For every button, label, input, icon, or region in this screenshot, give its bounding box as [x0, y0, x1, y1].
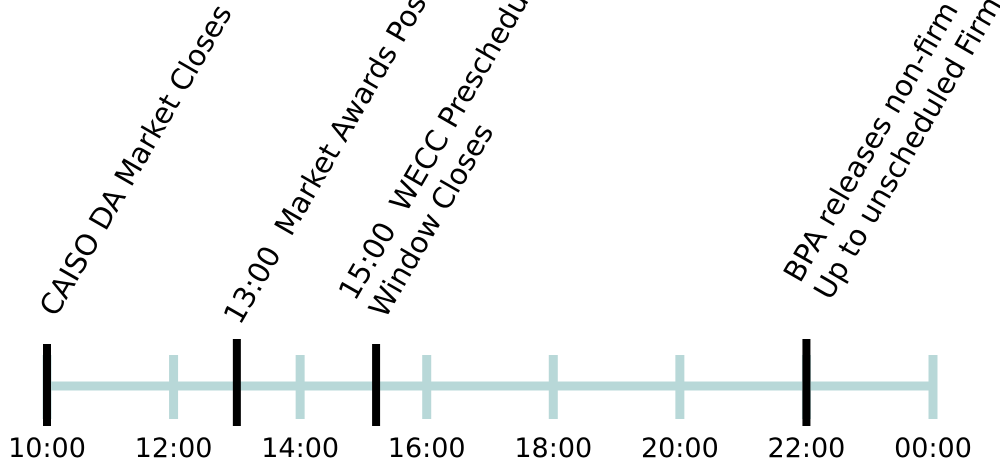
event-marker — [372, 344, 381, 426]
tick-label: 22:00 — [768, 433, 846, 463]
tick-label: 20:00 — [641, 433, 719, 463]
tick-mark — [928, 355, 938, 419]
event-label-line: 15:00 WECC Preschedule — [332, 0, 549, 306]
event-label-line: Up to unscheduled Firm — [807, 0, 1000, 305]
tick-mark — [675, 355, 685, 419]
tick-label: 10:00 — [8, 433, 86, 463]
tick-labels: 10:00 12:00 14:00 16:00 18:00 20:00 22:00 00:00 — [8, 433, 972, 463]
tick-label: 00:00 — [894, 433, 972, 463]
event-label: CAISO DA Market Closes — [33, 0, 239, 322]
tick-label: 18:00 — [514, 433, 592, 463]
tick-mark — [422, 355, 432, 419]
event-label-line: CAISO DA Market Closes — [33, 0, 239, 322]
tick-mark — [548, 355, 558, 419]
tick-label: 12:00 — [135, 433, 213, 463]
event-marker — [232, 339, 241, 426]
event-marker — [802, 339, 811, 426]
event-markers — [43, 339, 811, 426]
tick-mark — [295, 355, 305, 419]
tick-mark — [169, 355, 179, 419]
tick-label: 14:00 — [261, 433, 339, 463]
event-marker — [43, 344, 51, 426]
tick-label: 16:00 — [388, 433, 466, 463]
